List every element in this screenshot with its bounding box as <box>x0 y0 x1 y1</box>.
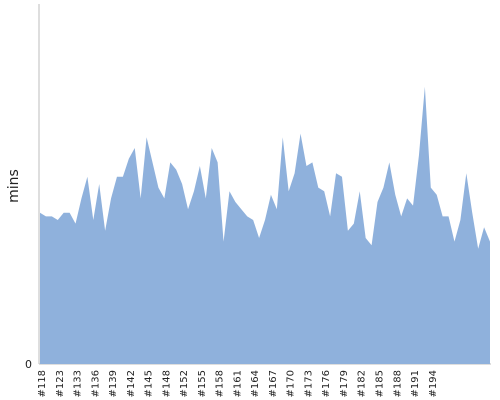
x-tick-label: #170 <box>286 370 297 397</box>
x-tick-label: #133 <box>73 370 84 397</box>
area-series <box>40 86 490 365</box>
x-tick-label: #173 <box>303 370 314 397</box>
x-tick-label: #191 <box>410 370 421 397</box>
x-tick-label: #145 <box>144 370 155 397</box>
x-tick-label: #148 <box>161 370 172 397</box>
y-tick-label-0: 0 <box>25 358 32 371</box>
x-tick-label: #118 <box>37 370 48 397</box>
x-tick-label: #194 <box>428 370 439 397</box>
x-tick-label: #167 <box>268 370 279 397</box>
x-tick-label: #158 <box>215 370 226 397</box>
x-tick-label: #179 <box>339 370 350 397</box>
x-tick-label: #139 <box>108 370 119 397</box>
x-tick-label: #176 <box>321 370 332 397</box>
x-tick-label: #182 <box>357 370 368 397</box>
x-tick-label: #161 <box>232 370 243 397</box>
x-tick-label: #142 <box>126 370 137 397</box>
x-tick-labels: #118 #123 #133 #136 #139 #142 #145 #148 #152 #155… <box>37 370 439 397</box>
x-tick-label: #136 <box>90 370 101 397</box>
x-tick-label: #185 <box>375 370 386 397</box>
x-tick-label: #155 <box>197 370 208 397</box>
y-axis-label: mins <box>6 169 22 203</box>
x-tick-label: #123 <box>55 370 66 397</box>
x-tick-label: #164 <box>250 370 261 397</box>
x-tick-label: #188 <box>392 370 403 397</box>
x-tick-label: #152 <box>179 370 190 397</box>
